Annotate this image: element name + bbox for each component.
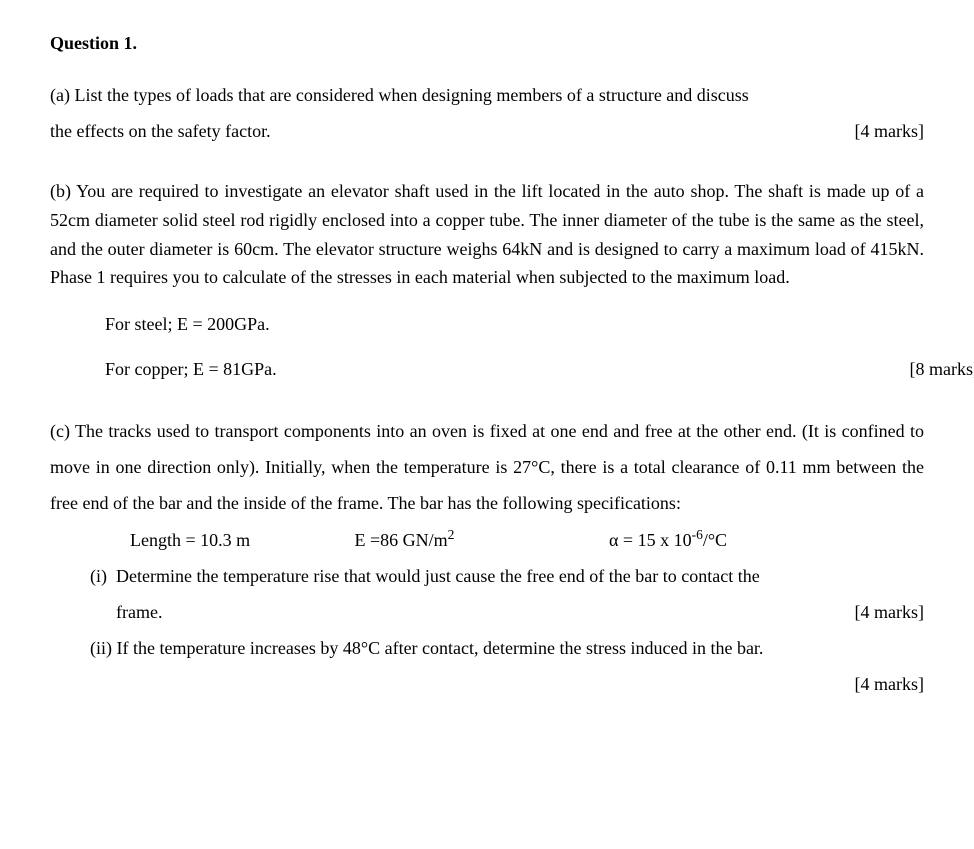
- spec-alpha: α = 15 x 10-6/°C: [609, 521, 727, 558]
- part-b: (b) You are required to investigate an e…: [50, 177, 924, 385]
- part-a-line1: (a) List the types of loads that are con…: [50, 85, 749, 105]
- item-ii-marks: [4 marks]: [855, 674, 924, 694]
- spec-alpha-suffix: /°C: [703, 530, 727, 550]
- copper-row: For copper; E = 81GPa. [8 marks]: [105, 353, 924, 385]
- part-c-item-i: (i) Determine the temperature rise that …: [90, 558, 924, 594]
- part-b-text: (b) You are required to investigate an e…: [50, 177, 924, 292]
- part-a-line2: the effects on the safety factor.: [50, 121, 271, 141]
- item-i-marks: [4 marks]: [855, 594, 924, 630]
- item-i-line2-wrap: frame. [4 marks]: [116, 594, 924, 630]
- item-i-text2: frame.: [116, 602, 162, 622]
- item-i-text1: Determine the temperature rise that woul…: [116, 566, 760, 586]
- part-a-marks: [4 marks]: [855, 113, 924, 149]
- item-i-label: (i): [90, 566, 107, 586]
- part-c-specs: Length = 10.3 m E =86 GN/m2 α = 15 x 10-…: [130, 521, 924, 558]
- spec-alpha-sup: -6: [692, 527, 703, 542]
- item-ii-marks-row: [4 marks]: [50, 666, 924, 702]
- part-c-item-ii: (ii) If the temperature increases by 48°…: [90, 630, 924, 666]
- spec-E-sup: 2: [448, 527, 455, 542]
- spec-E-prefix: E =86 GN/m: [355, 530, 448, 550]
- part-a: (a) List the types of loads that are con…: [50, 77, 924, 149]
- question-heading: Question 1.: [50, 30, 924, 57]
- part-b-marks: [8 marks]: [910, 353, 974, 385]
- spec-length: Length = 10.3 m: [130, 522, 350, 558]
- copper-modulus: For copper; E = 81GPa.: [105, 359, 277, 379]
- spec-alpha-prefix: α = 15 x 10: [609, 530, 692, 550]
- item-ii-text: (ii) If the temperature increases by 48°…: [90, 638, 763, 658]
- part-b-givens: For steel; E = 200GPa. For copper; E = 8…: [105, 308, 924, 385]
- part-c-intro: (c) The tracks used to transport compone…: [50, 413, 924, 521]
- steel-modulus: For steel; E = 200GPa.: [105, 308, 924, 340]
- part-a-text: (a) List the types of loads that are con…: [50, 77, 924, 149]
- spec-modulus: E =86 GN/m2: [355, 521, 605, 558]
- part-c: (c) The tracks used to transport compone…: [50, 413, 924, 702]
